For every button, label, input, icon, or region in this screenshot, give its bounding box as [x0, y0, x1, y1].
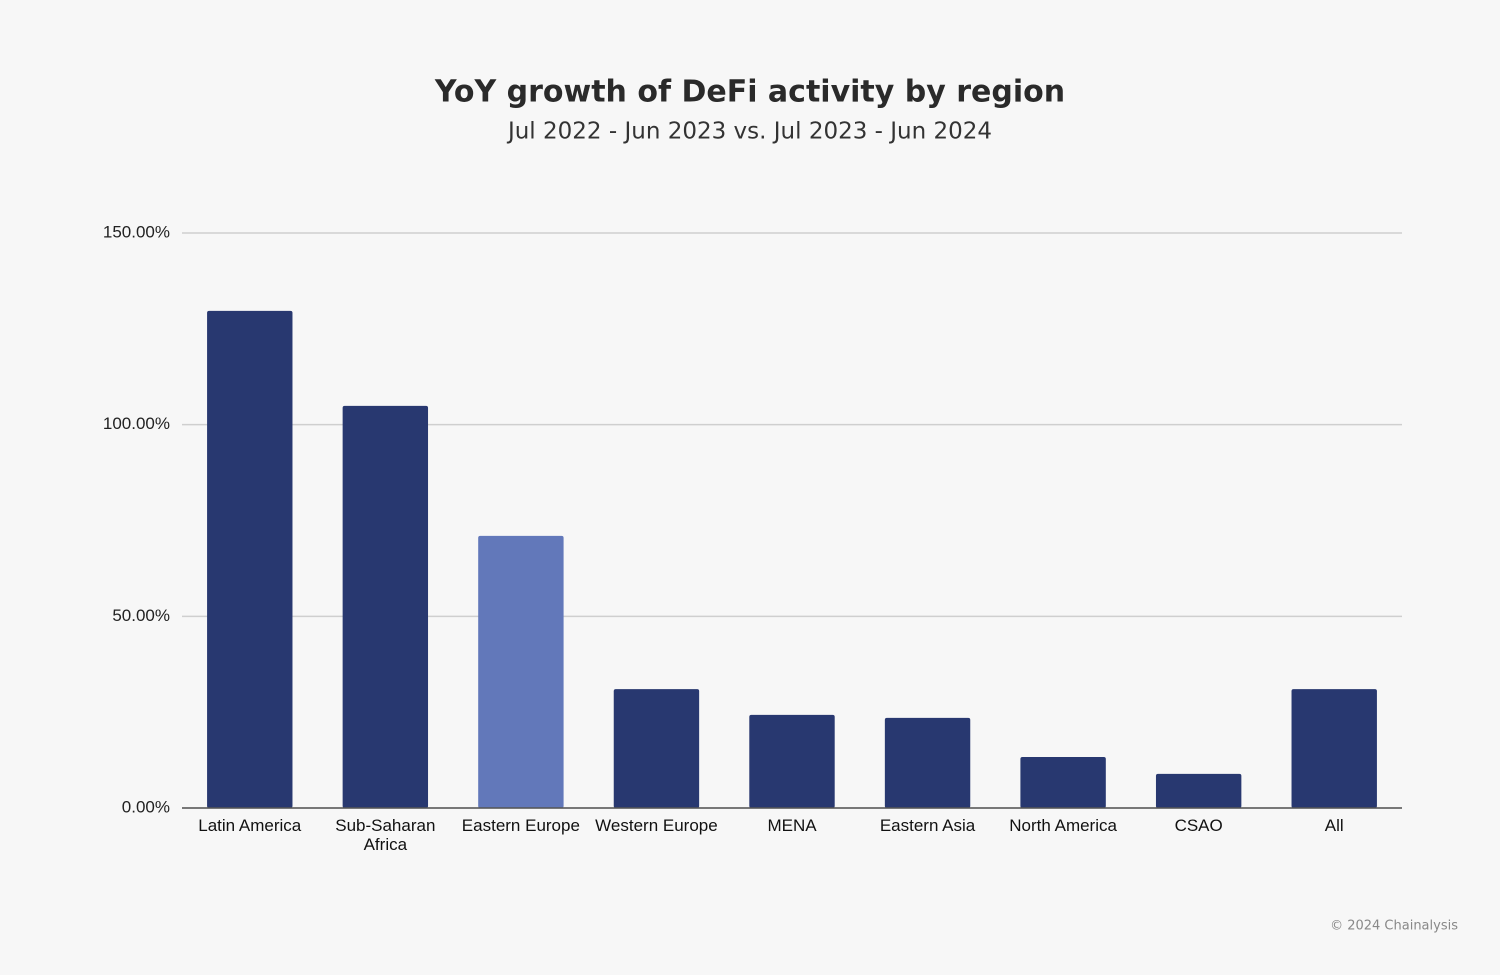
- bar: [749, 714, 835, 808]
- bar: [613, 689, 700, 808]
- x-tick-label: Eastern Asia: [879, 816, 976, 835]
- y-tick-label: 150.00%: [103, 222, 170, 241]
- bar: [478, 535, 564, 808]
- x-tick-label: CSAO: [1174, 816, 1223, 835]
- source-note: © 2024 Chainalysis: [1330, 919, 1458, 934]
- x-tick-label: North America: [1009, 816, 1117, 835]
- chart-title: YoY growth of DeFi activity by region: [434, 75, 1065, 110]
- bar: [207, 310, 293, 808]
- chart-subtitle: Jul 2022 - Jun 2023 vs. Jul 2023 - Jun 2…: [506, 119, 992, 145]
- bar: [342, 405, 429, 808]
- x-tick-label: All: [1324, 816, 1344, 835]
- bar: [1155, 773, 1242, 808]
- y-tick-label: 100.00%: [103, 414, 170, 433]
- x-tick-label: Latin America: [198, 816, 302, 835]
- x-tick-label: Eastern Europe: [461, 816, 580, 835]
- x-tick-label: MENA: [767, 816, 817, 835]
- bar: [884, 717, 971, 808]
- x-tick-label: Sub-Saharan Africa: [335, 816, 436, 854]
- bar: [1020, 757, 1106, 808]
- y-tick-label: 0.00%: [122, 797, 170, 816]
- bar: [1291, 689, 1377, 808]
- y-tick-label: 50.00%: [112, 606, 170, 625]
- x-tick-label: Western Europe: [595, 816, 718, 835]
